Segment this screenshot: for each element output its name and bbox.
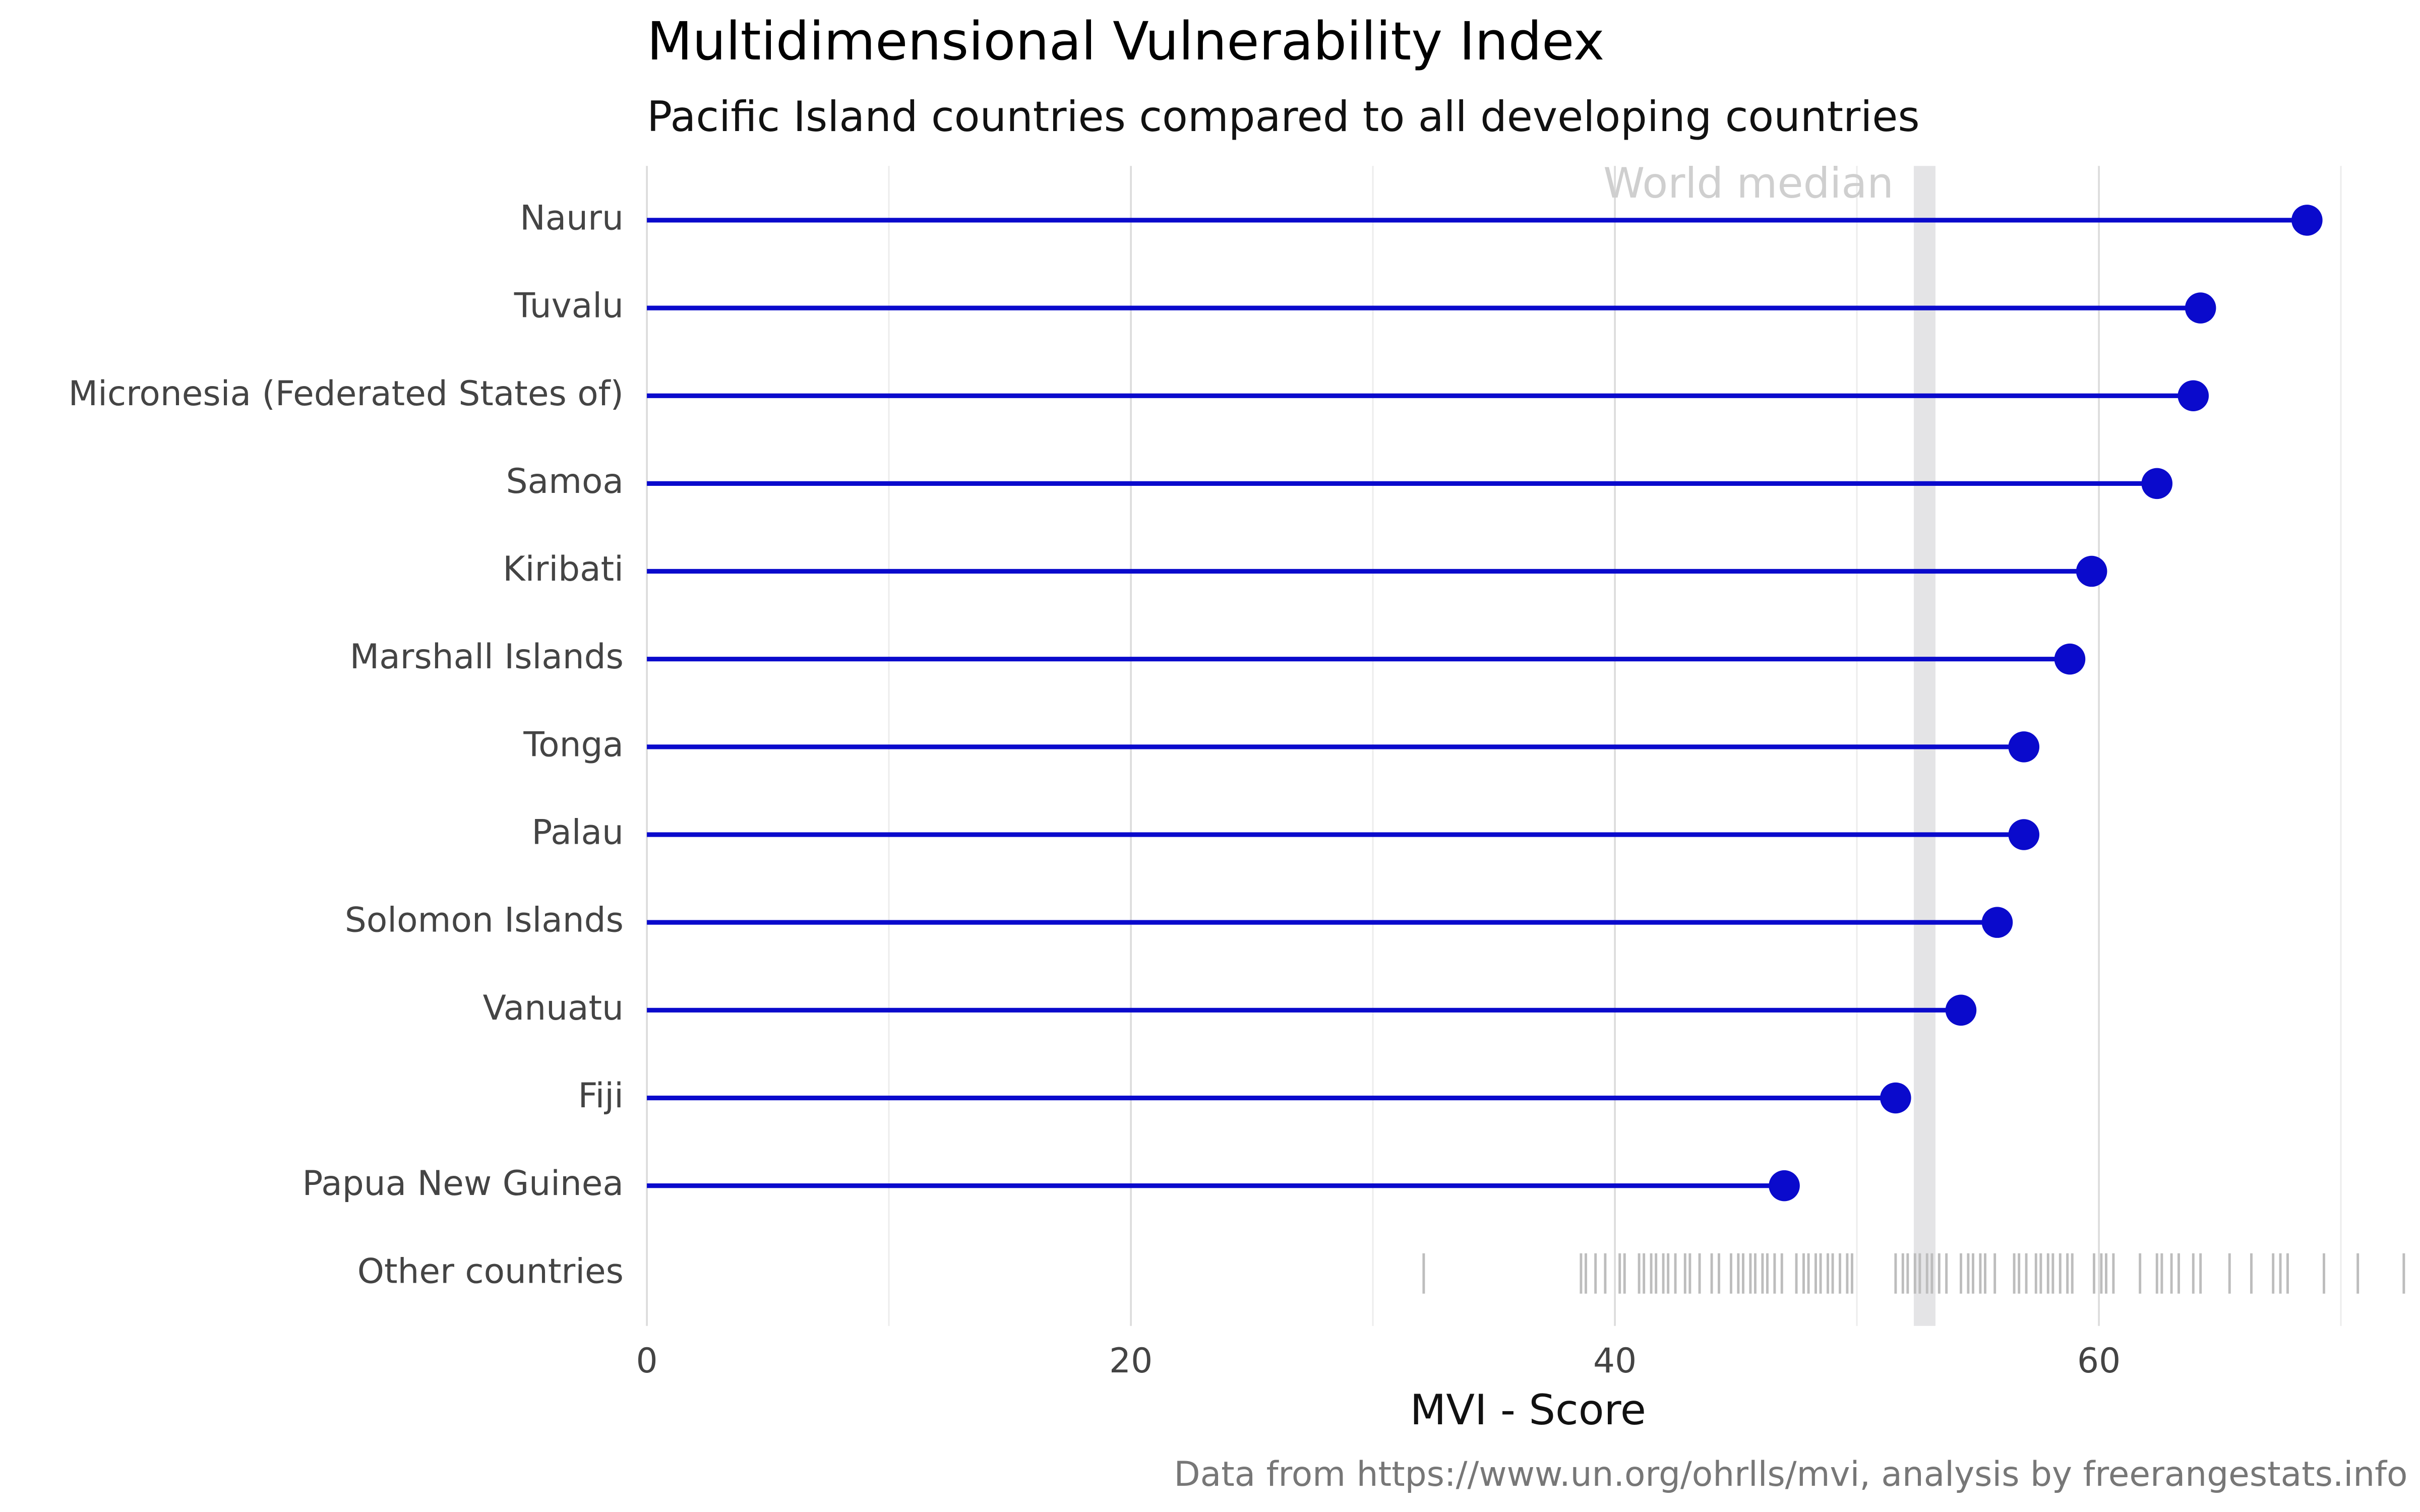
lollipop-dot bbox=[2177, 380, 2209, 412]
y-tick-label: Fiji bbox=[578, 1076, 623, 1115]
y-tick-label: Kiribati bbox=[503, 549, 624, 589]
lollipop-dot bbox=[2291, 205, 2323, 236]
x-axis-title: MVI - Score bbox=[1410, 1385, 1646, 1434]
chart-subtitle: Pacific Island countries compared to all… bbox=[647, 92, 1920, 141]
caption: Data from https://www.un.org/ohrlls/mvi,… bbox=[1174, 1454, 2407, 1494]
y-tick-label: Samoa bbox=[506, 461, 624, 501]
lollipop-dot bbox=[2076, 555, 2107, 587]
x-tick-label: 60 bbox=[2077, 1341, 2121, 1380]
y-tick-label: Tuvalu bbox=[514, 286, 624, 326]
lollipop-dot bbox=[2008, 819, 2040, 850]
x-tick-label: 0 bbox=[636, 1341, 658, 1380]
lollipop-dot bbox=[1880, 1082, 1911, 1114]
y-tick-label: Palau bbox=[531, 812, 623, 852]
lollipop-dot bbox=[2141, 468, 2173, 499]
y-tick-label: Papua New Guinea bbox=[302, 1163, 623, 1203]
y-tick-label: Other countries bbox=[357, 1251, 624, 1291]
y-tick-label: Tonga bbox=[523, 724, 624, 764]
x-tick-label: 20 bbox=[1109, 1341, 1153, 1380]
lollipop-dot bbox=[1945, 994, 1977, 1026]
lollipop-dot bbox=[2185, 292, 2216, 324]
median-label: World median bbox=[1603, 159, 1894, 208]
y-tick-label: Solomon Islands bbox=[345, 900, 624, 940]
y-tick-label: Nauru bbox=[520, 198, 624, 237]
chart-title: Multidimensional Vulnerability Index bbox=[647, 11, 1604, 72]
lollipop-dot bbox=[1769, 1170, 1800, 1202]
y-tick-label: Micronesia (Federated States of) bbox=[69, 373, 624, 413]
y-tick-label: Vanuatu bbox=[483, 988, 624, 1028]
lollipop-dot bbox=[2054, 643, 2086, 675]
x-tick-label: 40 bbox=[1593, 1341, 1637, 1380]
lollipop-dot bbox=[2008, 731, 2040, 763]
lollipop-dot bbox=[1981, 907, 2013, 938]
y-tick-label: Marshall Islands bbox=[350, 637, 624, 676]
